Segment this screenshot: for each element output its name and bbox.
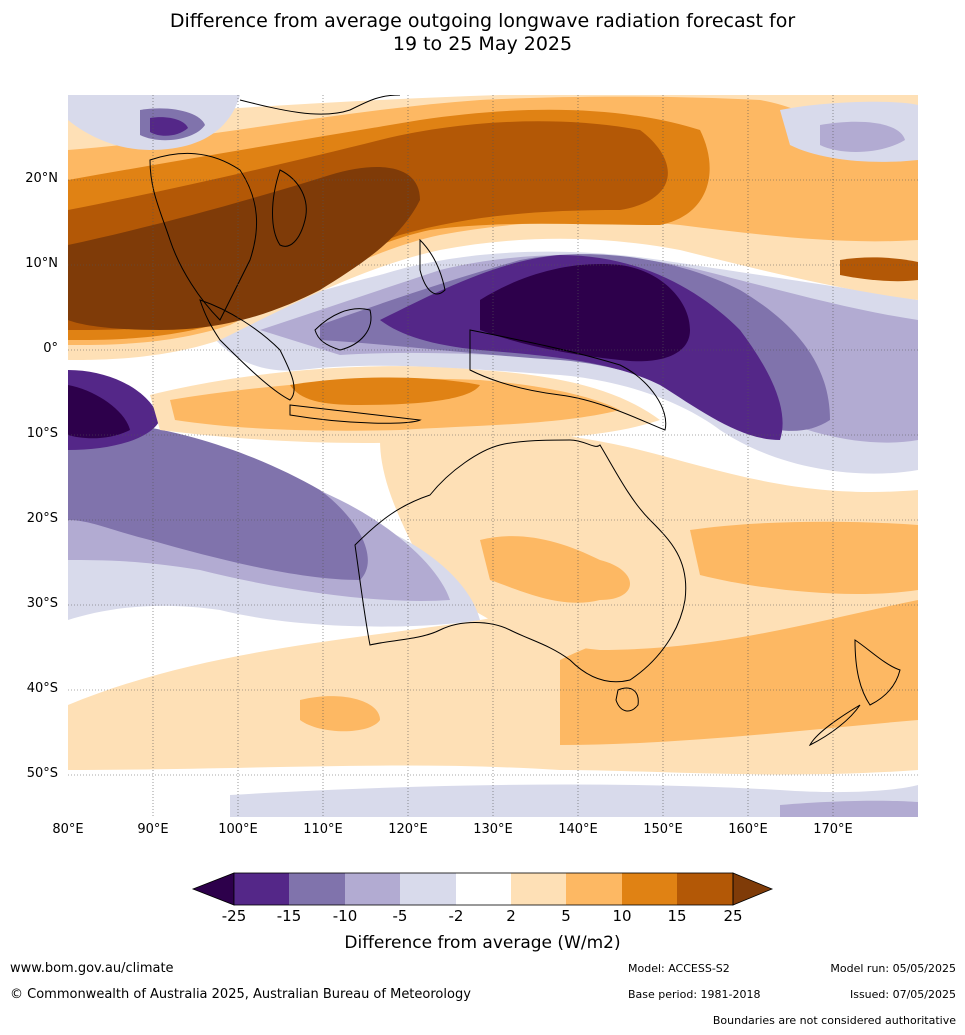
footer-model: Model: ACCESS-S2: [628, 962, 730, 975]
lat-tick-0: 0°: [43, 341, 58, 356]
colorbar-swatch-0: [191, 872, 235, 906]
colorbar-label-1: -15: [276, 907, 302, 925]
lat-tick-50s: 50°S: [26, 766, 58, 781]
colorbar-label-6: 5: [561, 907, 571, 925]
colorbar-label-3: -5: [392, 907, 408, 925]
colorbar-swatch-9: [677, 873, 733, 905]
lat-tick-10n: 10°N: [25, 256, 58, 271]
coastlines: [149, 95, 901, 747]
colorbar-label-4: -2: [448, 907, 464, 925]
title-line-1: Difference from average outgoing longwav…: [169, 10, 796, 32]
colorbar-swatch-3: [345, 873, 400, 905]
lon-tick-150e: 150°E: [643, 822, 683, 837]
colorbar-label-9: 25: [723, 907, 743, 925]
colorbar-label-2: -10: [332, 907, 358, 925]
colorbar-swatch-10: [732, 872, 774, 906]
colorbar-swatch-7: [566, 873, 622, 905]
lat-tick-20n: 20°N: [25, 171, 58, 186]
colorbar-label-8: 15: [667, 907, 687, 925]
lat-tick-10s: 10°S: [26, 426, 58, 441]
lon-tick-170e: 170°E: [813, 822, 853, 837]
footer-url: www.bom.gov.au/climate: [10, 961, 174, 976]
colorbar-label-0: -25: [221, 907, 247, 925]
lon-tick-90e: 90°E: [137, 822, 169, 837]
lat-tick-40s: 40°S: [26, 681, 58, 696]
title-line-2: 19 to 25 May 2025: [392, 33, 573, 55]
colorbar-swatch-1: [234, 873, 289, 905]
footer-base-period: Base period: 1981-2018: [628, 988, 761, 1001]
graticule: [68, 95, 918, 817]
colorbar-swatch-5: [456, 873, 511, 905]
colorbar-swatch-2: [289, 873, 345, 905]
lon-tick-130e: 130°E: [473, 822, 513, 837]
colorbar-swatch-6: [511, 873, 566, 905]
chart-title: Difference from average outgoing longwav…: [0, 10, 965, 56]
colorbar-title: Difference from average (W/m2): [344, 933, 621, 953]
lat-tick-30s: 30°S: [26, 596, 58, 611]
lon-tick-110e: 110°E: [303, 822, 343, 837]
lon-tick-140e: 140°E: [558, 822, 598, 837]
footer-issued: Issued: 07/05/2025: [849, 988, 956, 1001]
lat-tick-20s: 20°S: [26, 511, 58, 526]
footer-model-run: Model run: 05/05/2025: [830, 962, 956, 975]
lon-tick-160e: 160°E: [728, 822, 768, 837]
colorbar-swatch-4: [400, 873, 456, 905]
colorbar-label-7: 10: [612, 907, 632, 925]
lon-tick-80e: 80°E: [52, 822, 84, 837]
lon-tick-100e: 100°E: [218, 822, 258, 837]
colorbar: [191, 872, 774, 906]
footer-disclaimer: Boundaries are not considered authoritat…: [712, 1014, 956, 1027]
footer-copyright: © Commonwealth of Australia 2025, Austra…: [10, 987, 471, 1002]
colorbar-swatch-8: [622, 873, 677, 905]
lon-tick-120e: 120°E: [388, 822, 428, 837]
colorbar-label-5: 2: [506, 907, 516, 925]
